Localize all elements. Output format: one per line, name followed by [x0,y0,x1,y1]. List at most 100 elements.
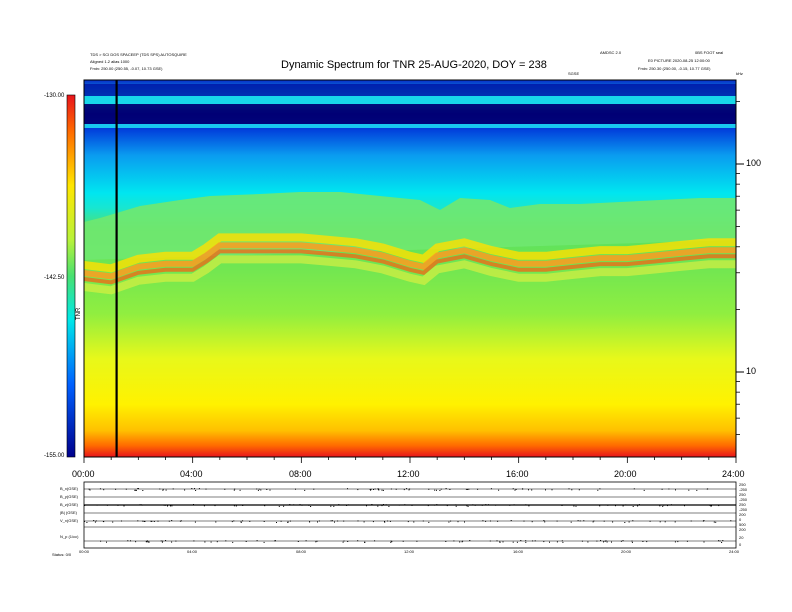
panel-point [297,541,299,542]
panel-point [516,541,518,543]
panel-point [308,504,310,506]
panel-point [263,541,265,543]
panel-point [455,504,457,506]
panel-point [496,540,498,542]
top-dark-band [84,84,736,96]
panel-point [510,520,512,521]
panel-point [596,540,598,542]
panel-point [147,541,149,543]
panel-point [175,540,177,542]
panel-point [304,489,306,491]
panel-point [422,520,424,522]
panel-point [543,541,545,543]
panel-point [142,490,144,491]
panel-point [299,504,301,506]
panel-point [94,521,96,523]
panel-point [263,521,265,522]
panel-point [165,489,167,491]
panel-point [485,504,487,506]
panel-point [137,520,139,522]
band-yellow-upper [83,233,736,273]
panel-point [715,521,717,523]
panel-point [436,504,438,506]
thin-cyan-line [84,124,736,128]
panel-point [103,489,105,491]
panel-point [369,489,371,490]
panel-point [474,504,476,506]
panel-point [103,521,105,523]
panel-point [597,489,599,491]
panel-point [235,505,237,507]
panel-point [499,541,501,543]
panel-point [163,504,165,506]
panel-point [713,521,715,523]
panel-point [389,520,391,522]
panel-point [137,488,139,489]
panel-point [659,505,661,507]
panel-point [551,489,553,491]
panel-point [164,504,166,506]
panel-point [461,541,463,543]
panel-point [275,540,276,542]
panel-point [528,489,529,491]
panel-point [92,504,94,506]
x-ticks [83,457,737,463]
bottom-x-label-0: 00:00 [79,549,90,554]
panel-point [99,488,101,490]
panel-point [106,504,108,506]
panel-point [289,504,291,505]
colorbar-mid-label: -142.50 [44,275,65,281]
panel-point [436,489,437,491]
panel-point [703,541,705,543]
panel-point [161,541,163,543]
panel-point [677,541,679,543]
panel-point [632,506,634,507]
panel-point [210,541,212,543]
panel-point [151,520,153,522]
panel-point [545,489,546,491]
panel-point [316,540,318,542]
header-left-line1: TDS > SCI DOS SPACEEP (TDS SPS) AUTOSQUI… [90,52,187,57]
panel-point [409,488,411,490]
panel-point [357,520,359,522]
panel-point [620,540,622,542]
panel-point [385,504,387,506]
panel-point [170,505,171,507]
panel-point [446,505,448,507]
panel-point [686,540,688,542]
panel-point [702,520,704,522]
panel-point [402,540,404,542]
panel-point [115,488,117,490]
panel-point [96,504,98,506]
panel-point [631,541,633,543]
panel-point [318,520,320,522]
panel-point [135,489,137,491]
panel-point [490,520,491,522]
panel-point [457,521,459,523]
panel-point [465,488,467,490]
panel-point [233,520,235,522]
panel-point [427,505,429,507]
panel-point [502,541,504,543]
panel-point [498,489,500,491]
panel-point [523,520,525,522]
panel-point [280,520,282,522]
panel-point [330,505,332,507]
panel-point [195,490,197,491]
panel-point [388,506,390,507]
panel-point [135,541,137,543]
panel-point [633,488,635,490]
panel-point [690,520,692,522]
panel-point [390,540,392,542]
panel-point [287,521,289,523]
panel-point [579,520,581,522]
panel-point [606,541,608,543]
x-tick-label-0: 00:00 [72,469,95,479]
panel-point [670,504,672,506]
panel-point [377,505,379,507]
panel-point [145,541,147,543]
panel-point [112,521,114,523]
panel-point [144,521,146,522]
bottom-x-label-1: 04:00 [187,549,198,554]
bottom-x-label-5: 20:00 [621,549,632,554]
